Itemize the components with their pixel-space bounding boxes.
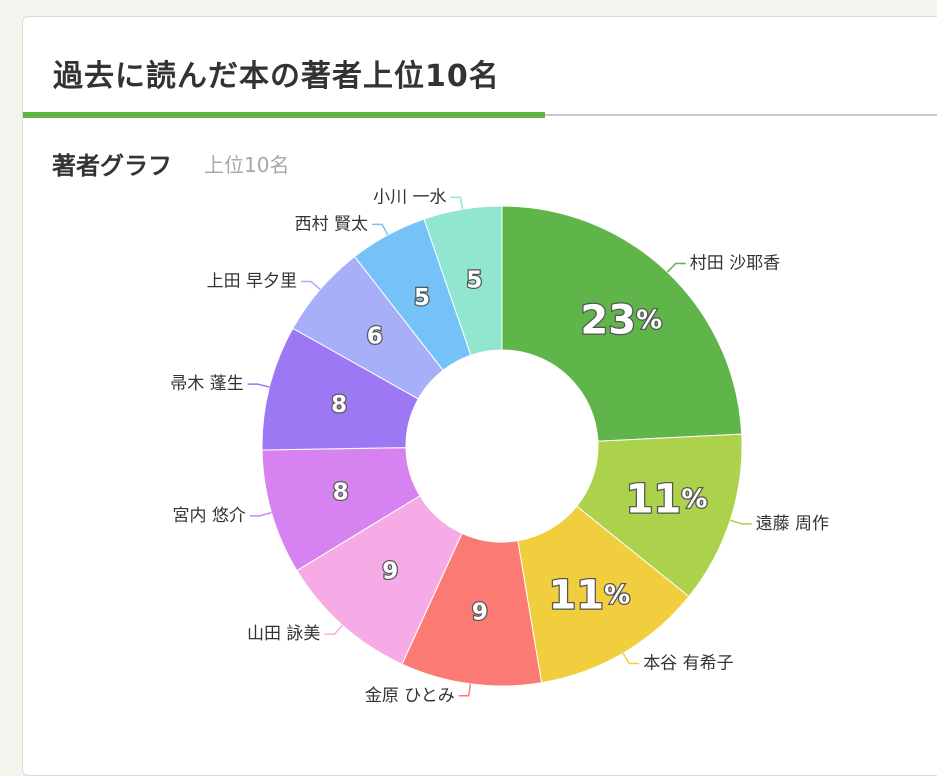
leader-line [324,624,343,635]
author-label: 金原 ひとみ [365,686,455,706]
slice-value-label: 8 [333,480,349,506]
author-label: 西村 賢太 [295,214,368,234]
donut-slice[interactable] [296,495,463,665]
donut-slice[interactable] [423,205,503,356]
leader-line [458,683,472,697]
slice-value-labels: 23% 11% 11% 9 9 8 8 6 5 5 [330,266,709,627]
author-label: 上田 早夕里 [207,272,297,292]
section-subtitle: 上位10名 [204,153,290,177]
slice-value-label: 5 [466,267,482,293]
card-header: 過去に読んだ本の著者上位10名 [23,17,937,118]
donut-slices [261,205,743,687]
slice-value-label: 11% [626,476,708,522]
leader-line [247,383,270,388]
donut-slice[interactable] [517,505,690,684]
author-label: 帚木 蓬生 [170,374,243,394]
author-label: 小川 一水 [373,187,446,207]
slice-value-label: 9 [472,600,488,626]
leader-line [730,519,752,525]
author-label: 宮内 悠介 [172,506,245,526]
leader-line [622,652,640,665]
slice-value-label: 8 [331,392,347,418]
leader-line [301,280,321,290]
donut-slice[interactable] [501,205,743,442]
slice-value-label: 5 [414,285,430,311]
leader-line [666,262,686,273]
slice-value-label: 11% [548,572,630,618]
header-accent-bar [23,112,545,118]
donut-slice[interactable] [576,433,743,598]
leader-line [249,511,272,517]
author-label: 本谷 有希子 [643,654,733,674]
slice-value-label: 23% [580,298,662,344]
slice-value-label: 6 [367,323,383,349]
leader-line [372,223,389,236]
author-label: 村田 沙耶香 [690,253,780,273]
card-title: 過去に読んだ本の著者上位10名 [53,59,500,94]
leader-line [450,196,464,210]
slice-value-label: 9 [382,558,398,584]
donut-slice[interactable] [401,532,543,687]
author-label: 遠藤 周作 [756,514,829,534]
author-label: 山田 詠美 [247,624,320,644]
section-title: 著者グラフ [52,152,172,180]
